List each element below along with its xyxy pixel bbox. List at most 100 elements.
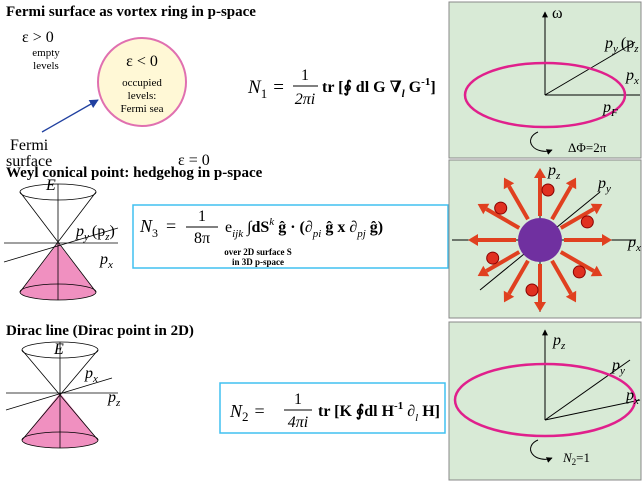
text-part: z [633,43,639,55]
label: occupied [122,77,162,89]
text-part: p [99,251,108,268]
axis-label: ω [552,5,563,22]
decoration [542,184,554,196]
decoration [581,216,593,228]
text-part: tr [∮ dl G ∇ [322,79,402,96]
formula: 1 [198,208,206,225]
label: empty [32,47,60,59]
text-part: y [619,365,625,377]
text-part: y [605,183,611,195]
text-part: p [625,387,634,404]
page: {"fermi":{"title":"Fermi surface as vort… [0,0,644,483]
note: in 3D p-space [232,257,284,267]
text-part: G [405,79,422,96]
text-part: =1 [576,450,590,465]
text-part: ĝ x ∂ [321,219,357,236]
text-part: = [273,77,284,98]
label: Fermi sea [120,103,163,115]
decoration [133,205,448,268]
decoration [526,284,538,296]
section-title: Fermi surface as vortex ring in p-space [6,4,256,20]
text-part: F [610,107,618,119]
axis-label: px [99,251,113,271]
section-title: Weyl conical point: hedgehog in p-space [6,165,263,181]
formula: tr [∮ dl G ∇l G-1] [322,76,436,100]
decoration [518,218,562,262]
formula: 4πi [288,414,308,431]
text-part: y [83,231,89,243]
text-part: p [552,332,561,349]
decoration [573,266,585,278]
formula: 1 [294,391,302,408]
text-part: ĝ) [366,219,383,236]
text-part: 1 [261,86,268,101]
formula: N1= [247,77,284,101]
formula: 8π [194,230,210,247]
text-part: -1 [421,76,430,88]
text-part: p [604,35,613,52]
text-part: p [625,67,634,84]
text-part: 2 [242,409,249,424]
text-part: (p [621,35,634,52]
text-part: x [633,395,639,407]
text-part: ĝ · (∂ [274,219,313,236]
text-part: z [560,340,566,352]
label: Fermi [10,137,49,154]
axis-label: pz [107,389,121,409]
slide: Fermi surface as vortex ring in p-space … [0,0,644,483]
text-part: ijk [232,228,244,240]
decoration [42,100,98,132]
text-part: (p [92,223,105,240]
text-part: = [255,401,265,421]
text-part: pi [312,228,322,240]
text-part: N [139,216,153,236]
axis-label: E [53,341,64,358]
formula: eijk∫dSk ĝ · (∂pi ĝ x ∂pj ĝ) [225,216,383,240]
text-part: y [612,43,618,55]
text-part: p [597,175,606,192]
text-part: p [75,223,84,240]
label: ε < 0 [126,53,158,70]
decoration [487,252,499,264]
axis-label: E [45,177,56,194]
axis-label: px [84,365,98,385]
text-part: pj [356,228,366,240]
label: levels [33,60,59,72]
text-part: ) [110,223,115,240]
formula: 1 [301,67,309,84]
text-part: H] [418,403,440,420]
text-part: 3 [152,226,158,240]
note: over 2D surface S [224,247,292,257]
label: N2=1 [562,450,590,467]
text-part: p [547,162,556,179]
text-part: -1 [394,400,403,412]
text-part: x [92,373,98,385]
label: levels: [128,90,157,102]
text-part: N [229,401,243,421]
text-part: ∂ [403,403,415,420]
formula: N3 = [139,216,176,240]
text-part: tr [K ∮dl H [318,403,395,420]
text-part: x [635,242,641,254]
text-part: p [611,357,620,374]
text-part: e [225,219,232,236]
text-part: ] [430,79,435,96]
axis-label: py(pz) [75,223,115,243]
text-part: x [633,75,639,87]
text-part: z [115,397,121,409]
text-part: p [602,99,611,116]
text-part: p [84,365,93,382]
text-part: z [555,170,561,182]
text-part: x [107,259,113,271]
text-part: ∫dS [246,219,269,237]
label: ΔΦ=2π [568,140,607,155]
text-part: = [166,216,176,236]
formula: 2πi [295,91,315,108]
formula: N2 = [229,401,265,424]
decoration [495,202,507,214]
formula: tr [K ∮dl H-1 ∂l H] [318,400,440,424]
section-title: Dirac line (Dirac point in 2D) [6,323,194,339]
text-part: p [627,234,636,251]
text-part: p [107,389,116,406]
label: ε > 0 [22,29,54,46]
